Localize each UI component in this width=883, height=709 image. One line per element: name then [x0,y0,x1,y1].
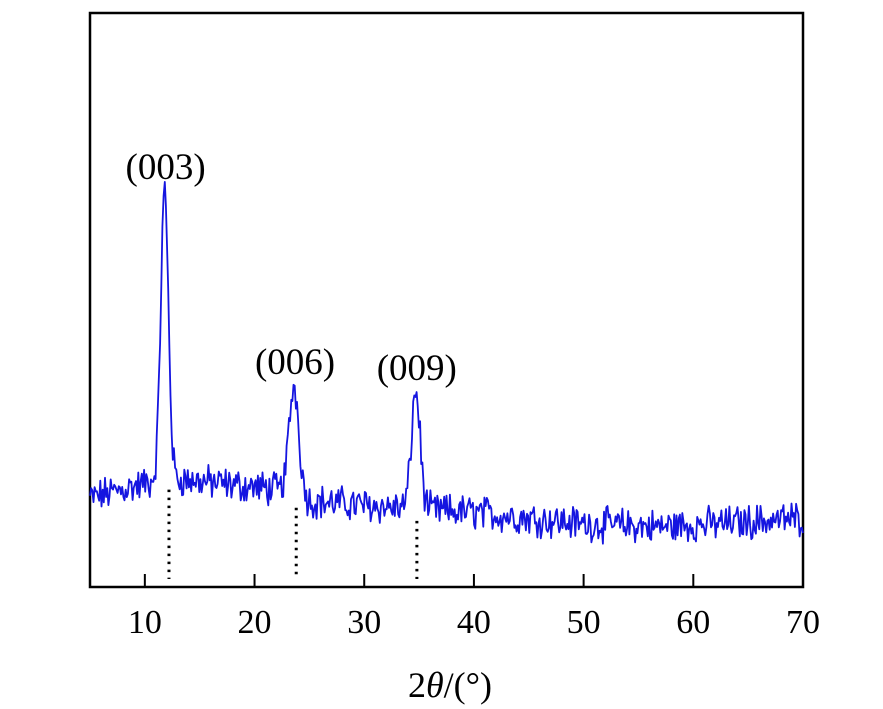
reference-lines [167,489,419,579]
x-tick-label: 70 [786,604,820,641]
x-tick-label: 60 [676,604,710,641]
x-tick-label: 30 [347,604,381,641]
xrd-pattern-line [89,181,804,545]
x-tick-label: 10 [128,604,162,641]
peak-labels: (003) (006) (009) [126,147,457,389]
x-tick-label: 40 [457,604,491,641]
peak-label: (006) [255,342,335,383]
x-tick-label: 50 [567,604,601,641]
peak-label: (009) [377,348,457,389]
x-tick-label: 20 [238,604,272,641]
x-axis-title: 2θ/(°) [408,665,492,705]
x-axis-ticks: 10 20 30 40 50 60 70 [128,574,820,641]
peak-label: (003) [126,147,206,188]
x-axis-title-symbol: θ [426,665,444,705]
x-axis-title-suffix: /(°) [444,665,492,705]
plot-frame [88,11,805,589]
x-axis-title-prefix: 2 [408,665,426,705]
